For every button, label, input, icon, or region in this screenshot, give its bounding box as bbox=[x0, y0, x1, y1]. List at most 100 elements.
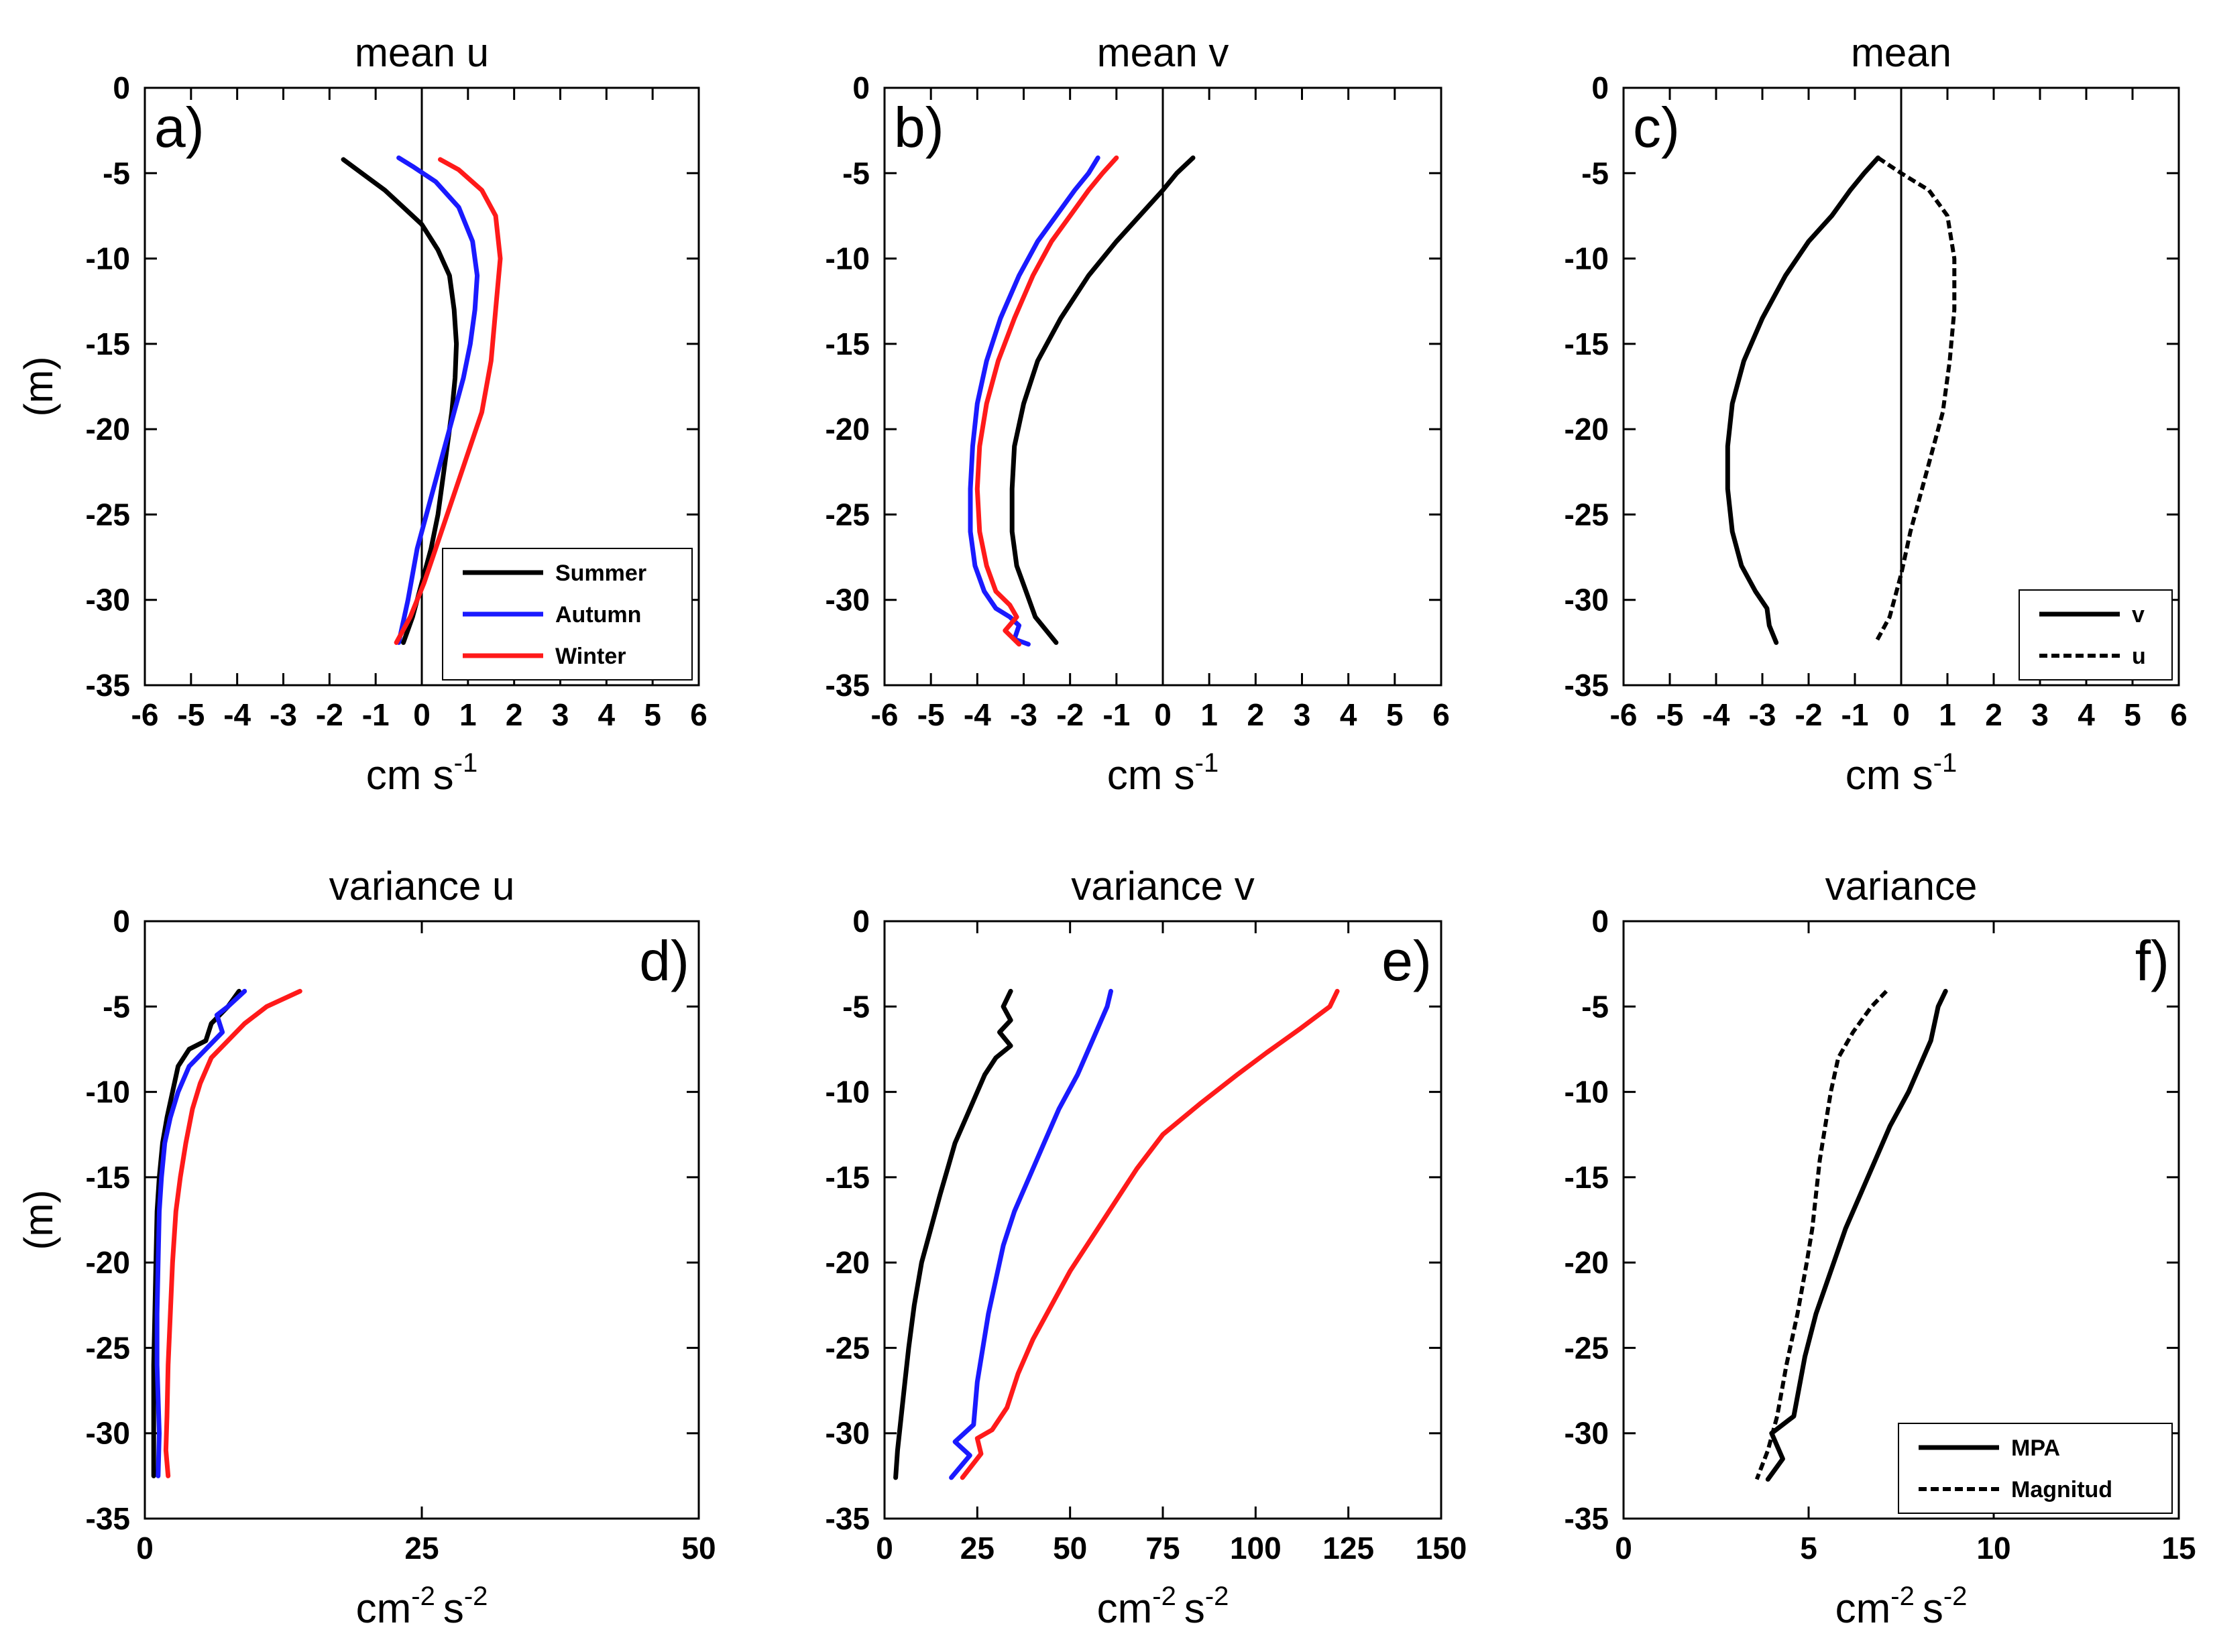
x-tick-label: -4 bbox=[964, 697, 991, 732]
y-tick-label: -25 bbox=[86, 1330, 130, 1365]
y-tick-label: -20 bbox=[1565, 412, 1609, 447]
y-tick-label: -30 bbox=[826, 1416, 870, 1451]
y-tick-label: -10 bbox=[86, 1075, 130, 1110]
x-tick-label: 6 bbox=[2170, 697, 2188, 732]
series-line-e-winter bbox=[960, 988, 1340, 1480]
x-tick-label: 5 bbox=[644, 697, 661, 732]
y-tick-label: 0 bbox=[113, 70, 130, 105]
x-tick-label: -1 bbox=[1102, 697, 1130, 732]
y-tick-label: -15 bbox=[86, 327, 130, 361]
x-tick-label: 5 bbox=[2124, 697, 2141, 732]
series-line-c-v bbox=[1725, 155, 1880, 645]
series-line-e-summer bbox=[893, 988, 1013, 1480]
x-axis-label-f: cm-2 s-2 bbox=[1835, 1582, 1968, 1632]
x-tick-label: 6 bbox=[690, 697, 707, 732]
x-tick-label: 4 bbox=[2078, 697, 2095, 732]
x-tick-label: -6 bbox=[871, 697, 899, 732]
panel-label-d: d) bbox=[639, 929, 689, 992]
y-tick-label: -10 bbox=[86, 241, 130, 276]
x-axis-label-b: cm s-1 bbox=[1107, 748, 1218, 799]
chart-title-b: mean v bbox=[1097, 30, 1229, 75]
x-axis-label-exponent: -1 bbox=[1195, 748, 1219, 778]
x-tick-label: -6 bbox=[1610, 697, 1638, 732]
x-tick-label: 1 bbox=[459, 697, 477, 732]
panel-b: 0-5-10-15-20-25-30-35-6 -5 -4 -3 -2 -1 0 1 2 3 4 5 6… bbox=[826, 30, 1450, 799]
series-line-a-summer bbox=[341, 157, 459, 645]
x-tick-label: 2 bbox=[1247, 697, 1265, 732]
x-tick-label: 3 bbox=[1294, 697, 1311, 732]
x-axis-label-unit: cm bbox=[1835, 1586, 1891, 1632]
panel-e: 0-5-10-15-20-25-30-350 25 50 75 100 125 150var… bbox=[826, 864, 1467, 1632]
panel-label-a: a) bbox=[154, 96, 205, 159]
x-axis-label-unit: cm bbox=[1097, 1586, 1153, 1632]
legend-label-autumn: Autumn bbox=[555, 602, 641, 628]
y-tick-label: -5 bbox=[1581, 989, 1609, 1024]
panel-label-b: b) bbox=[894, 96, 944, 159]
legend-label-u: u bbox=[2132, 644, 2146, 669]
x-tick-label: 0 bbox=[413, 697, 431, 732]
y-tick-label: -15 bbox=[826, 327, 870, 361]
x-tick-label: 0 bbox=[1892, 697, 1910, 732]
x-tick-label: -1 bbox=[362, 697, 390, 732]
y-tick-label: -35 bbox=[826, 668, 870, 703]
y-tick-label: -25 bbox=[1565, 1330, 1609, 1365]
y-tick-label: -30 bbox=[826, 583, 870, 617]
x-tick-label: 50 bbox=[681, 1531, 716, 1566]
y-tick-label: -20 bbox=[826, 412, 870, 447]
y-tick-label: -15 bbox=[1565, 1160, 1609, 1195]
y-tick-label: -10 bbox=[1565, 241, 1609, 276]
x-tick-label: -4 bbox=[223, 697, 251, 732]
series-line-d-summer bbox=[151, 988, 241, 1478]
series-line-b-autumn bbox=[968, 155, 1100, 647]
x-tick-label: 6 bbox=[1432, 697, 1450, 732]
x-tick-label: 0 bbox=[1154, 697, 1172, 732]
y-tick-label: 0 bbox=[852, 70, 870, 105]
y-tick-label: -20 bbox=[86, 1245, 130, 1280]
y-tick-label: -25 bbox=[826, 1330, 870, 1365]
y-tick-label: -15 bbox=[1565, 327, 1609, 361]
x-tick-label: -6 bbox=[131, 697, 159, 732]
x-axis-label-unit: cm s bbox=[1846, 752, 1933, 799]
x-axis-label-exponent: -1 bbox=[454, 748, 478, 778]
y-tick-label: -35 bbox=[86, 668, 130, 703]
x-tick-label: -4 bbox=[1703, 697, 1730, 732]
x-tick-label: -3 bbox=[1749, 697, 1776, 732]
legend-a: Summer Autumn Winter bbox=[442, 548, 693, 681]
x-tick-label: 3 bbox=[552, 697, 569, 732]
y-tick-label: -5 bbox=[842, 989, 870, 1024]
x-axis-label-unit-2: s bbox=[443, 1586, 464, 1632]
y-tick-label: -20 bbox=[826, 1245, 870, 1280]
chart-title-c: mean bbox=[1851, 30, 1951, 75]
x-axis-label-unit-2: s bbox=[1184, 1586, 1205, 1632]
y-tick-label: -35 bbox=[1565, 1501, 1609, 1536]
x-tick-label: 15 bbox=[2161, 1531, 2196, 1566]
chart-title-e: variance v bbox=[1071, 864, 1254, 908]
y-tick-label: -5 bbox=[842, 156, 870, 190]
y-tick-label: 0 bbox=[113, 904, 130, 939]
legend-label-summer: Summer bbox=[555, 560, 646, 586]
legend-label-v: v bbox=[2132, 602, 2145, 628]
x-tick-label: -2 bbox=[1795, 697, 1823, 732]
x-tick-label: 4 bbox=[598, 697, 616, 732]
y-tick-label: -10 bbox=[1565, 1075, 1609, 1110]
legend-box bbox=[1898, 1423, 2173, 1514]
series-line-f-magnitud bbox=[1754, 990, 1888, 1480]
y-tick-label: -35 bbox=[86, 1501, 130, 1536]
y-tick-label: -5 bbox=[103, 989, 130, 1024]
series-line-e-autumn bbox=[949, 988, 1113, 1480]
y-tick-label: -10 bbox=[826, 1075, 870, 1110]
series-line-a-winter bbox=[394, 157, 503, 645]
y-tick-label: -30 bbox=[86, 1416, 130, 1451]
x-tick-label: 150 bbox=[1416, 1531, 1467, 1566]
x-axis-label-exponent: -1 bbox=[1933, 748, 1957, 778]
x-tick-label: -3 bbox=[270, 697, 297, 732]
x-tick-label: -1 bbox=[1841, 697, 1869, 732]
chart-title-d: variance u bbox=[329, 864, 515, 908]
series-line-b-winter bbox=[974, 155, 1119, 647]
x-tick-label: 1 bbox=[1939, 697, 1956, 732]
y-tick-label: -10 bbox=[826, 241, 870, 276]
legend-label-winter: Winter bbox=[555, 644, 626, 669]
y-tick-label: -30 bbox=[86, 583, 130, 617]
